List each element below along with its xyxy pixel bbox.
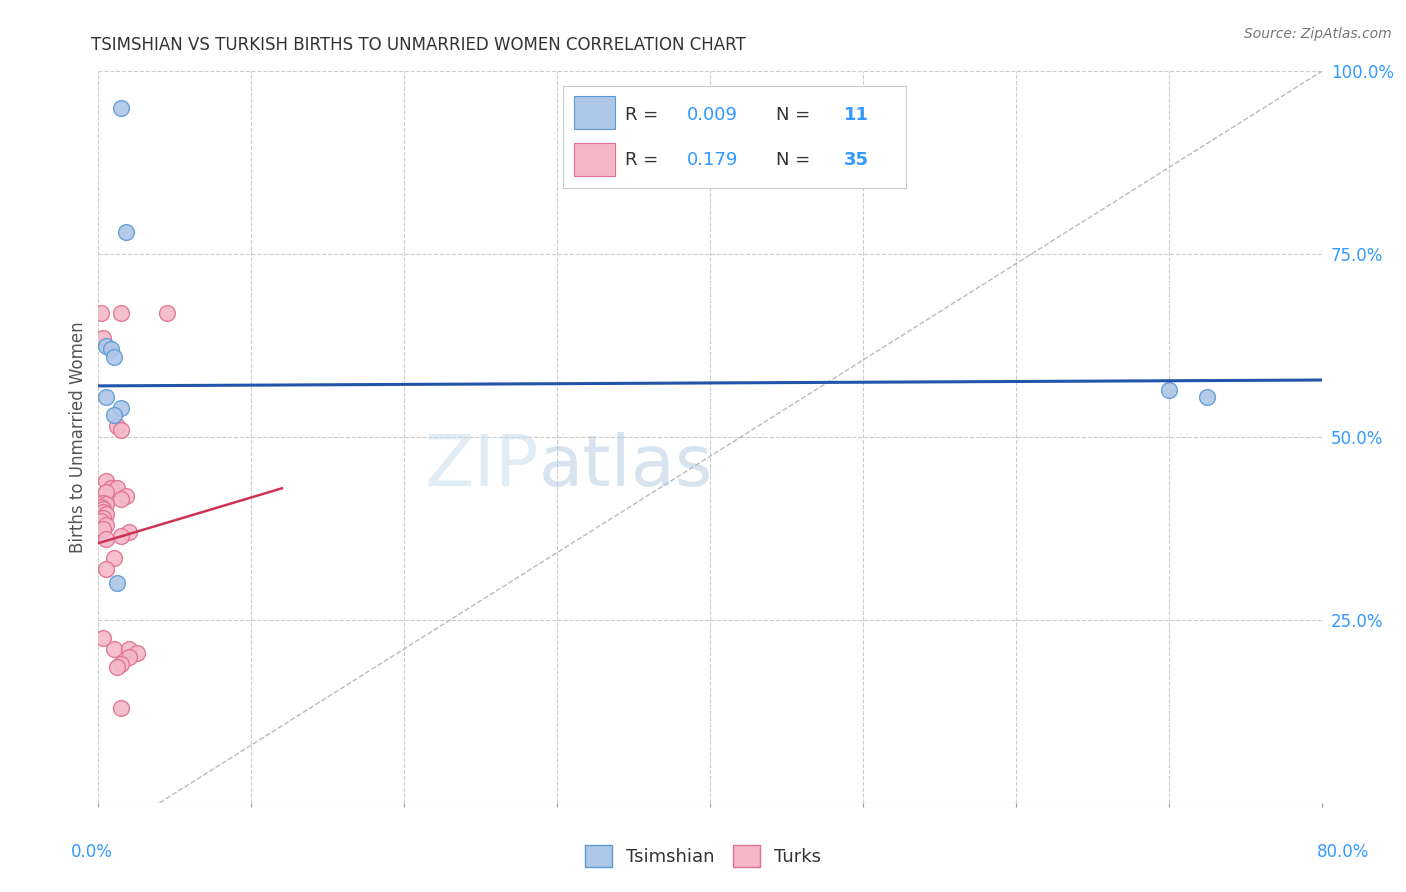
Point [125, 646, 148, 660]
Point [110, 401, 132, 415]
Point [118, 649, 141, 664]
Point [105, 419, 128, 434]
Point [91, 505, 114, 519]
Point [110, 306, 132, 320]
Point [110, 101, 132, 115]
Point [110, 423, 132, 437]
Point [1195, 390, 1218, 404]
Point [103, 550, 125, 565]
Point [105, 576, 128, 591]
Point [94, 562, 117, 576]
Point [91, 501, 114, 516]
Point [100, 481, 122, 495]
Point [156, 306, 179, 320]
Point [94, 533, 117, 547]
Point [94, 474, 117, 488]
Point [94, 497, 117, 511]
Point [115, 489, 138, 503]
Point [115, 225, 138, 239]
Point [1157, 383, 1180, 397]
Point [118, 642, 141, 657]
Point [94, 485, 117, 500]
Point [100, 343, 122, 357]
Point [90, 306, 112, 320]
Text: 0.0%: 0.0% [70, 843, 112, 861]
Point [105, 481, 128, 495]
Text: TSIMSHIAN VS TURKISH BIRTHS TO UNMARRIED WOMEN CORRELATION CHART: TSIMSHIAN VS TURKISH BIRTHS TO UNMARRIED… [91, 36, 747, 54]
Text: Source: ZipAtlas.com: Source: ZipAtlas.com [1244, 27, 1392, 41]
Point [91, 496, 114, 510]
Point [110, 529, 132, 543]
Text: 80.0%: 80.0% [1316, 843, 1369, 861]
Point [103, 642, 125, 657]
Y-axis label: Births to Unmarried Women: Births to Unmarried Women [69, 321, 87, 553]
Point [110, 492, 132, 507]
Point [90, 514, 112, 528]
Point [91, 521, 114, 535]
Point [103, 350, 125, 364]
Point [91, 632, 114, 646]
Text: atlas: atlas [538, 432, 713, 500]
Text: ZIP: ZIP [425, 432, 538, 500]
Point [110, 657, 132, 671]
Point [105, 660, 128, 674]
Point [118, 525, 141, 540]
Point [103, 408, 125, 422]
Point [94, 517, 117, 532]
Legend: Tsimshian, Turks: Tsimshian, Turks [578, 838, 828, 874]
Point [90, 500, 112, 514]
Point [94, 390, 117, 404]
Point [94, 507, 117, 521]
Point [91, 510, 114, 524]
Point [94, 338, 117, 352]
Point [91, 331, 114, 345]
Point [110, 700, 132, 714]
